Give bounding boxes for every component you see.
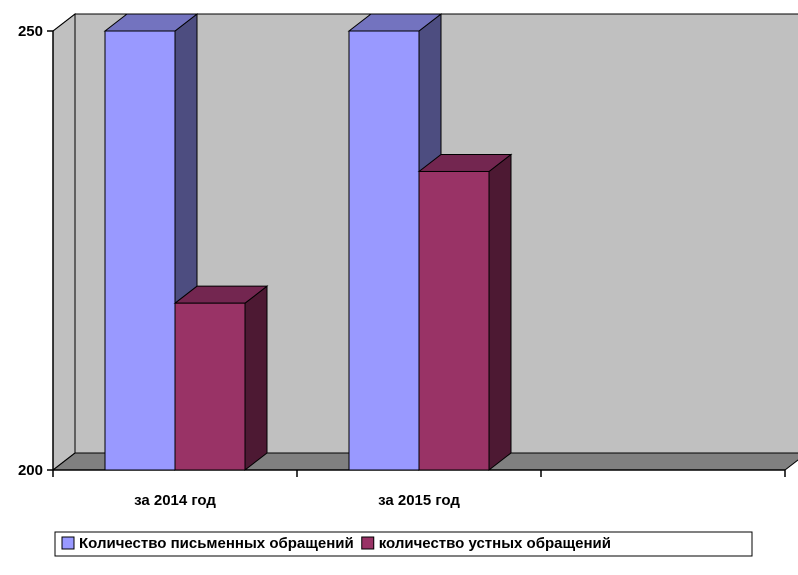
bar xyxy=(348,30,420,471)
legend-swatch xyxy=(61,536,75,550)
side-wall xyxy=(52,12,76,472)
bar xyxy=(104,30,176,471)
x-category-label: за 2014 год xyxy=(134,492,216,509)
bar-side xyxy=(488,153,512,472)
y-tick-depth-line xyxy=(52,13,76,32)
x-category-label: за 2015 год xyxy=(378,492,460,509)
chart-bars xyxy=(103,12,513,472)
legend-label: Количество письменных обращений xyxy=(79,535,354,552)
bar xyxy=(174,302,246,471)
y-tick-label: 250 xyxy=(18,23,43,40)
y-tick-labels: 200 250 xyxy=(18,23,43,479)
legend-box xyxy=(54,531,753,557)
y-tick-label: 200 xyxy=(18,462,43,479)
legend: Количество письменных обращений количеств… xyxy=(54,531,753,557)
bar xyxy=(418,170,490,471)
legend-label: количество устных обращений xyxy=(379,535,611,552)
legend-swatch xyxy=(361,536,375,550)
bar-side xyxy=(244,285,268,472)
x-category-labels: за 2014 год за 2015 год xyxy=(134,492,460,509)
y-tick-depth-line xyxy=(52,452,76,471)
